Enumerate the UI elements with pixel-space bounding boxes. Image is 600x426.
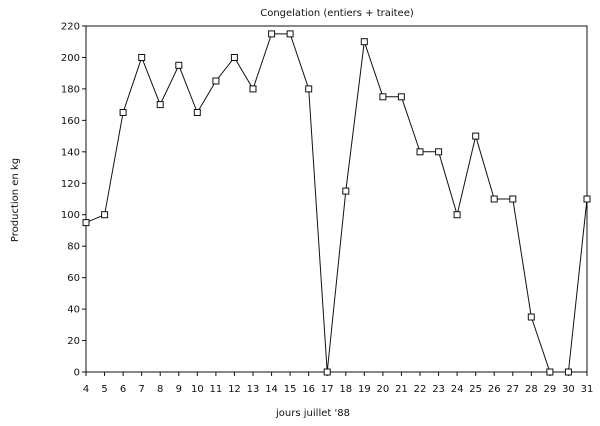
data-point [546, 368, 554, 376]
x-tick-label: 16 [302, 384, 315, 395]
x-tick-label: 7 [138, 384, 144, 395]
data-point [564, 368, 572, 376]
data-point [305, 85, 313, 93]
x-tick-label: 19 [358, 384, 371, 395]
data-point [138, 54, 146, 61]
y-tick-label: 40 [67, 305, 80, 316]
data-point [342, 187, 350, 195]
x-tick-label: 27 [506, 384, 519, 395]
x-tick-label: 26 [488, 384, 501, 395]
data-point [397, 93, 405, 101]
data-point [360, 38, 368, 46]
data-point [583, 195, 591, 203]
y-tick-label: 120 [61, 179, 80, 190]
y-tick-label: 100 [61, 210, 80, 221]
y-axis-label: Production en kg [10, 158, 21, 242]
x-tick-label: 18 [339, 384, 352, 395]
data-point [323, 368, 331, 376]
x-tick-label: 22 [414, 384, 427, 395]
x-tick-label: 11 [210, 384, 223, 395]
data-point [212, 77, 220, 85]
data-point [509, 195, 517, 203]
x-tick-label: 5 [101, 384, 107, 395]
x-tick-label: 29 [544, 384, 557, 395]
y-tick-label: 80 [67, 242, 80, 253]
series-line [85, 33, 588, 373]
data-point [435, 148, 443, 156]
data-point [82, 219, 90, 227]
x-tick-label: 20 [377, 384, 390, 395]
y-tick-label: 20 [67, 336, 80, 347]
data-point [416, 148, 424, 156]
data-point [249, 85, 257, 93]
x-tick-label: 31 [581, 384, 594, 395]
y-tick-label: 0 [74, 368, 80, 379]
x-tick-label: 28 [525, 384, 538, 395]
y-tick-label: 60 [67, 273, 80, 284]
data-point [286, 30, 294, 38]
x-tick-label: 24 [451, 384, 464, 395]
x-tick-label: 13 [247, 384, 260, 395]
y-tick-label: 140 [61, 147, 80, 158]
x-tick-label: 17 [321, 384, 334, 395]
data-point [175, 61, 183, 69]
x-tick-label: 21 [395, 384, 408, 395]
x-tick-label: 30 [562, 384, 575, 395]
data-point [453, 211, 461, 219]
y-tick-label: 160 [61, 116, 80, 127]
data-point [527, 313, 535, 321]
data-point [230, 54, 238, 61]
y-tick-label: 220 [61, 22, 80, 33]
y-axis: 0 20 40 60 80 100 120 140 160 180 200 220 [61, 22, 86, 379]
x-tick-label: 14 [265, 384, 278, 395]
series-layer [82, 30, 591, 376]
x-axis: 4 5 6 7 8 9 10 11 12 13 14 15 16 17 18 19 20 21 22 23 24 25 26… [83, 372, 594, 395]
x-tick-label: 25 [469, 384, 482, 395]
x-tick-label: 10 [191, 384, 204, 395]
data-point [156, 101, 164, 109]
y-tick-label: 200 [61, 53, 80, 64]
x-tick-label: 4 [83, 384, 89, 395]
data-point [379, 93, 387, 101]
x-tick-label: 9 [176, 384, 182, 395]
x-tick-label: 8 [157, 384, 163, 395]
x-tick-label: 15 [284, 384, 297, 395]
data-point [490, 195, 498, 203]
chart-title: Congelation (entiers + traitee) [260, 8, 414, 19]
data-point [193, 109, 201, 116]
x-tick-label: 23 [432, 384, 445, 395]
data-point [119, 109, 127, 116]
data-point [472, 132, 480, 140]
x-tick-label: 6 [120, 384, 126, 395]
data-point [268, 30, 276, 38]
data-point [101, 211, 109, 219]
y-tick-label: 180 [61, 84, 80, 95]
x-axis-label: jours juillet '88 [275, 408, 350, 419]
x-tick-label: 12 [228, 384, 241, 395]
